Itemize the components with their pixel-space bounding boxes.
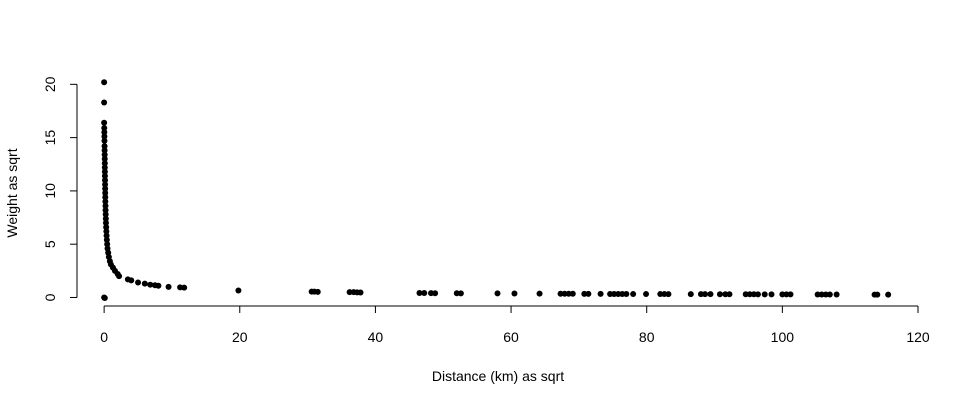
data-point [116, 273, 123, 280]
data-point [726, 291, 733, 298]
data-point [102, 202, 109, 209]
y-tick-label: 5 [42, 240, 58, 248]
data-point [874, 291, 881, 298]
data-point [147, 281, 154, 288]
data-point [787, 291, 794, 298]
data-point [102, 215, 109, 222]
y-tick-label: 20 [42, 76, 58, 92]
data-point [416, 290, 423, 296]
data-point [357, 289, 364, 296]
x-axis: 0 20 40 60 80 100 120 [100, 305, 930, 345]
data-point [101, 147, 108, 154]
data-point [630, 291, 637, 298]
data-point [569, 290, 576, 297]
y-tick-label: 15 [42, 130, 58, 146]
data-point [314, 288, 321, 295]
data-point [665, 291, 672, 298]
data-point [101, 155, 108, 162]
data-point [101, 295, 108, 302]
data-point [702, 291, 709, 298]
data-point [101, 125, 108, 132]
data-point [102, 181, 109, 188]
data-points [101, 79, 892, 302]
data-point [101, 119, 108, 126]
data-point [101, 168, 108, 175]
data-point [155, 282, 162, 289]
data-point [585, 290, 592, 297]
data-point [768, 291, 775, 298]
data-point [101, 99, 108, 106]
data-point [102, 207, 109, 214]
data-point [103, 232, 110, 239]
data-point [754, 291, 761, 298]
data-point [103, 228, 110, 235]
x-tick-label: 0 [100, 329, 108, 345]
data-point [102, 194, 109, 201]
data-point [761, 291, 768, 298]
data-point [511, 290, 518, 297]
data-point [101, 133, 108, 140]
data-point [102, 219, 109, 226]
data-point [102, 190, 109, 197]
data-point [623, 290, 630, 297]
data-point [101, 129, 108, 136]
y-axis-title: Weight as sqrt [4, 148, 20, 237]
data-point [826, 291, 833, 298]
data-point [181, 284, 188, 291]
data-point [421, 290, 428, 296]
x-axis-title: Distance (km) as sqrt [432, 368, 564, 384]
data-point [135, 279, 142, 286]
data-point [707, 291, 714, 298]
data-point [103, 224, 110, 231]
x-tick-label: 20 [232, 329, 248, 345]
x-tick-label: 80 [639, 329, 655, 345]
data-point [885, 291, 892, 298]
data-point [101, 172, 108, 179]
data-point [457, 290, 464, 297]
data-point [687, 291, 694, 298]
data-point [597, 290, 604, 297]
x-tick-label: 120 [906, 329, 930, 345]
data-point [103, 236, 110, 243]
data-point [101, 151, 108, 158]
data-point [141, 280, 148, 287]
x-tick-label: 40 [368, 329, 384, 345]
y-tick-label: 0 [42, 293, 58, 301]
data-point [128, 277, 135, 284]
data-point [432, 290, 439, 297]
data-point [833, 291, 840, 298]
y-axis: 0 5 10 15 20 [42, 76, 78, 301]
data-point [102, 185, 109, 192]
data-point [494, 290, 501, 297]
data-point [716, 291, 723, 298]
data-point [643, 291, 650, 298]
data-point [235, 287, 242, 294]
data-point [102, 177, 109, 184]
data-point [101, 160, 108, 167]
data-point [165, 283, 172, 290]
data-point [101, 164, 108, 171]
x-tick-label: 60 [503, 329, 519, 345]
data-point [102, 198, 109, 205]
data-point [102, 211, 109, 218]
x-tick-label: 100 [771, 329, 795, 345]
data-point [101, 137, 108, 144]
data-point [101, 79, 108, 86]
data-point [101, 143, 108, 150]
y-tick-label: 10 [42, 183, 58, 199]
data-point [536, 290, 543, 297]
